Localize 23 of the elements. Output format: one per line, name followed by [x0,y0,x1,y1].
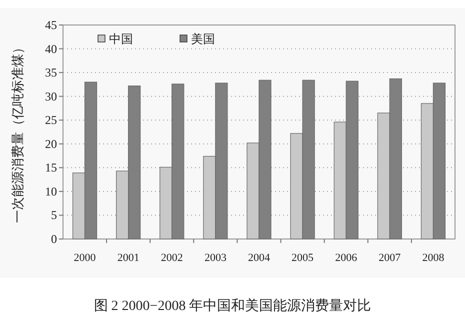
x-tick-label: 2008 [422,252,445,264]
x-tick-label: 2003 [204,252,227,264]
y-tick-label: 10 [45,184,57,198]
legend-label: 中国 [109,32,133,46]
y-tick-label: 5 [51,208,57,222]
y-tick-label: 35 [45,66,57,80]
x-tick-label: 2004 [248,252,270,264]
x-tick-label: 2002 [160,252,183,264]
y-tick-label: 15 [45,160,57,175]
y-tick-label: 30 [45,89,57,104]
y-tick-label: 40 [45,42,57,56]
y-tick-label: 45 [45,18,57,32]
y-tick-label: 25 [45,113,57,128]
x-tick-label: 2006 [335,252,358,264]
y-axis-title: 一次能源消费量（亿吨标准煤） [10,41,25,223]
x-tick-label: 2005 [292,252,314,264]
legend-label: 美国 [191,32,215,46]
x-tick-label: 2007 [378,252,402,264]
x-tick-label: 2000 [74,252,96,264]
y-tick-label: 0 [51,232,57,246]
y-tick-label: 20 [45,136,57,151]
x-tick-label: 2001 [117,252,140,264]
text: 图 2 2000−2008 年中国和美国能源消费量对比 [94,298,372,314]
